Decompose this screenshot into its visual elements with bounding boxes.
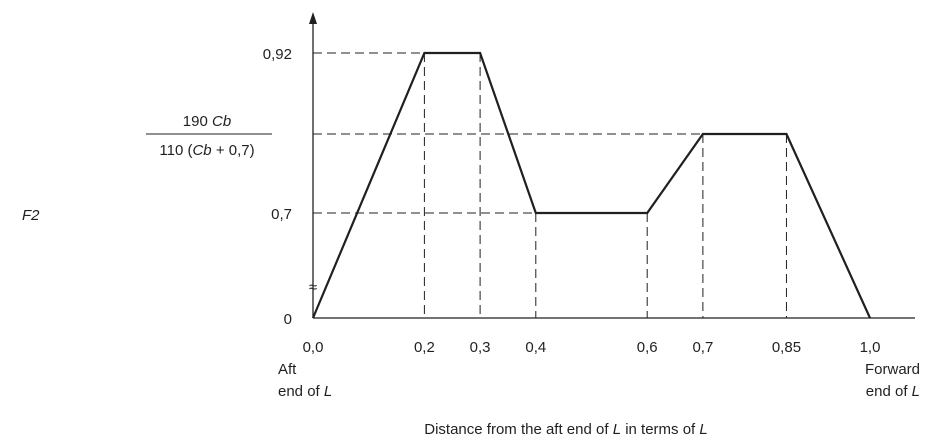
x-tick-label: 0,3 (470, 339, 491, 356)
axis-break-symbol: ≈ (309, 279, 317, 296)
forward-end-label-line2: end of L (866, 383, 920, 400)
y-tick-label-zero: 0 (284, 311, 292, 328)
series-line (311, 51, 872, 319)
guide-lines (313, 52, 787, 318)
x-tick-label: 0,4 (525, 339, 546, 356)
y-tick-label-fraction-numerator: 190 Cb (183, 113, 231, 130)
y-axis-arrow (309, 12, 317, 24)
x-tick-label: 0,2 (414, 339, 435, 356)
x-tick-label: 0,7 (692, 339, 713, 356)
y-tick-label-high: 0,92 (263, 46, 292, 63)
x-tick-label: 0,0 (303, 339, 324, 356)
y-tick-label-fraction-denominator: 110 (Cb + 0,7) (159, 142, 254, 159)
forward-end-label: Forward (865, 361, 920, 378)
x-tick-label: 0,6 (637, 339, 658, 356)
y-axis-label: F2 (22, 207, 40, 224)
x-tick-label: 1,0 (860, 339, 881, 356)
x-axis-label: Distance from the aft end of L in terms … (424, 421, 707, 438)
x-tick-label: 0,85 (772, 339, 801, 356)
y-tick-label-low: 0,7 (271, 206, 292, 223)
aft-end-label: Aft (278, 361, 297, 378)
aft-end-label-line2: end of L (278, 383, 332, 400)
x-tick-labels: 0,0 0,2 0,3 0,4 0,6 0,7 0,85 1,0 (303, 339, 881, 356)
